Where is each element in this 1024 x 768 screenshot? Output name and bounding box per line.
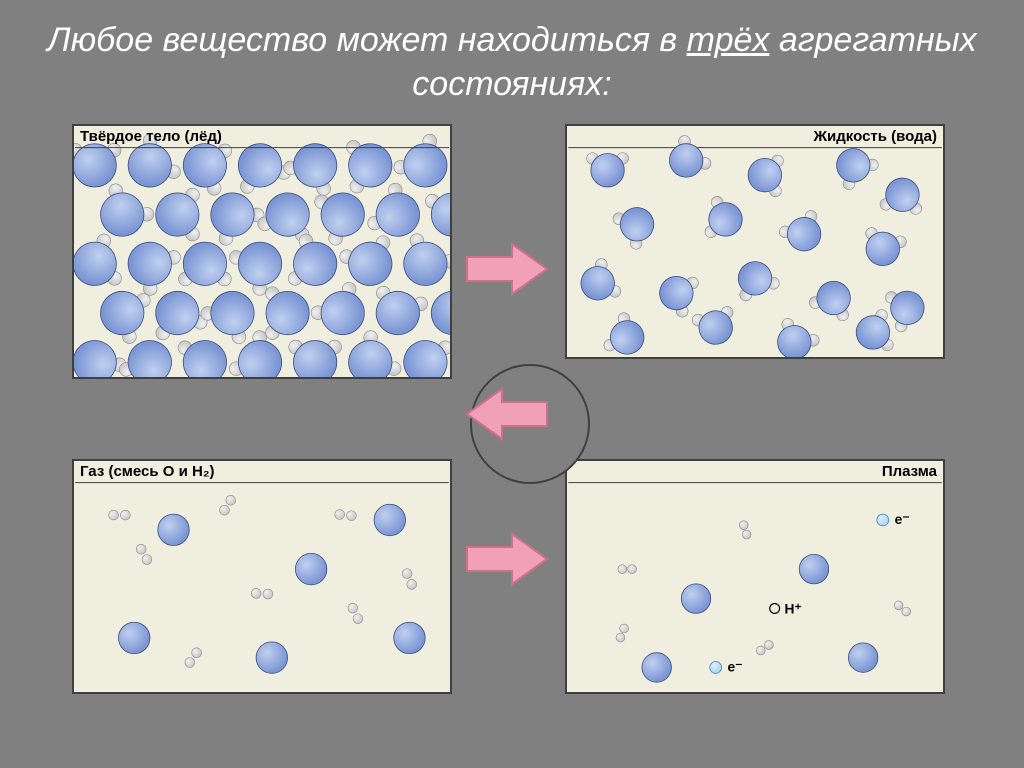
panel-liquid: Жидкость (вода) — [565, 124, 945, 359]
title-part1: Любое вещество может находиться в — [47, 21, 686, 59]
panel-liquid-label: Жидкость (вода) — [814, 128, 938, 145]
svg-text:H⁺: H⁺ — [784, 602, 801, 617]
panel-gas-label: Газ (смесь O и H₂) — [80, 463, 214, 480]
arrow-right-2 — [462, 529, 552, 589]
arrow-left — [462, 384, 552, 444]
arrow-right-1 — [462, 239, 552, 299]
diagram-grid: Твёрдое тело (лёд) Жидкость (вода) Газ (… — [0, 114, 1024, 714]
panel-gas: Газ (смесь O и H₂) — [72, 459, 452, 694]
title-underlined: трёх — [687, 21, 770, 59]
gas-molecules — [74, 461, 450, 692]
panel-plasma-label: Плазма — [882, 463, 937, 480]
svg-text:e⁻: e⁻ — [727, 660, 742, 675]
solid-molecules — [74, 126, 450, 377]
panel-solid-label: Твёрдое тело (лёд) — [80, 128, 222, 145]
svg-text:e⁻: e⁻ — [895, 512, 910, 527]
panel-solid: Твёрдое тело (лёд) — [72, 124, 452, 379]
plasma-particles: e⁻ e⁻ H⁺ — [567, 461, 943, 692]
panel-plasma: Плазма e⁻ e⁻ H⁺ — [565, 459, 945, 694]
slide-title: Любое вещество может находиться в трёх а… — [0, 0, 1024, 114]
liquid-molecules — [567, 126, 943, 357]
